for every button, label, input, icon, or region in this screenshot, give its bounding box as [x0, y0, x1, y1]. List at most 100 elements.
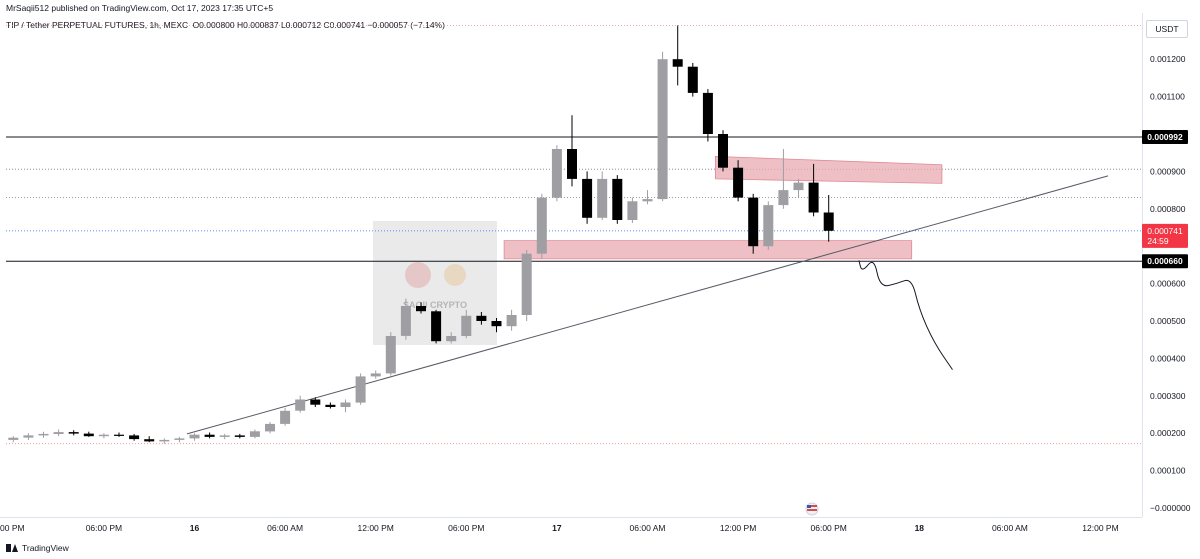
candle-20[interactable] — [310, 397, 321, 407]
candle-29[interactable] — [446, 332, 457, 344]
candle-6[interactable] — [98, 433, 109, 439]
y-tick-label: −0.000000 — [1150, 503, 1191, 513]
candle-body — [718, 134, 728, 168]
candle-43[interactable] — [657, 51, 668, 202]
projection-drawing[interactable] — [858, 260, 953, 370]
candle-1[interactable] — [23, 433, 34, 440]
projection-path[interactable] — [858, 260, 953, 370]
tradingview-logo-icon — [6, 544, 18, 552]
candle-7[interactable] — [114, 432, 124, 437]
y-tick-label: 0.000100 — [1150, 466, 1186, 476]
candle-body — [325, 404, 336, 407]
candle-32[interactable] — [491, 318, 502, 333]
x-tick-label: 06:00 AM — [267, 523, 303, 533]
candle-15[interactable] — [234, 433, 245, 439]
candle-12[interactable] — [189, 433, 200, 441]
candle-body — [400, 306, 411, 336]
support-zone[interactable] — [503, 240, 913, 260]
candle-40[interactable] — [612, 175, 623, 224]
candle-18[interactable] — [280, 407, 291, 426]
candle-47[interactable] — [718, 130, 728, 172]
candle-8[interactable] — [129, 433, 140, 441]
candle-2[interactable] — [38, 431, 49, 438]
ascending-trendline[interactable] — [186, 175, 1109, 435]
flag-us-icon[interactable] — [805, 502, 819, 516]
candle-14[interactable] — [219, 433, 230, 440]
candle-39[interactable] — [597, 171, 608, 220]
x-tick-label: 18 — [915, 523, 925, 533]
candle-5[interactable] — [83, 431, 94, 437]
candle-21[interactable] — [325, 402, 336, 409]
y-tick-label: 0.000800 — [1150, 204, 1186, 214]
tradingview-footer[interactable]: TradingView — [6, 543, 69, 553]
candle-body — [823, 212, 834, 231]
y-tick-label: 0.000300 — [1150, 391, 1186, 401]
level-price-tag: 0.000660 — [1142, 254, 1188, 269]
candle-23[interactable] — [355, 373, 366, 405]
y-tick-label: 0.000600 — [1150, 279, 1186, 289]
candle-19[interactable] — [295, 395, 306, 413]
candle-body — [53, 432, 64, 434]
candle-25[interactable] — [385, 332, 396, 376]
candle-body — [23, 435, 34, 438]
candle-48[interactable] — [733, 160, 744, 202]
symbol-name[interactable]: TIP / Tether PERPETUAL FUTURES, 1h, MEXC — [6, 20, 189, 30]
resistance-zone[interactable] — [715, 155, 943, 184]
candle-54[interactable] — [823, 195, 834, 242]
candle-30[interactable] — [461, 309, 472, 339]
candle-4[interactable] — [68, 430, 79, 436]
candle-body — [219, 435, 230, 437]
candle-body — [355, 376, 366, 403]
candle-body — [763, 205, 774, 247]
candle-51[interactable] — [778, 149, 789, 209]
candle-45[interactable] — [687, 62, 698, 97]
candle-49[interactable] — [748, 193, 759, 254]
candle-16[interactable] — [249, 429, 260, 439]
candle-41[interactable] — [627, 197, 638, 223]
candle-body — [38, 433, 49, 436]
candle-body — [597, 178, 608, 218]
candle-34[interactable] — [521, 249, 532, 321]
candle-44[interactable] — [672, 25, 683, 86]
horizontal-levels[interactable] — [6, 136, 1142, 262]
candle-9[interactable] — [144, 436, 155, 443]
candle-52[interactable] — [793, 178, 804, 198]
candle-27[interactable] — [416, 302, 426, 314]
price-axis[interactable]: 0.001200 0.001100 0.000900 0.000800 0.000600… — [1150, 54, 1191, 513]
candle-body — [310, 399, 321, 405]
x-tick-label: 06:00 PM — [811, 523, 847, 533]
candle-24[interactable] — [370, 370, 381, 379]
y-tick-label: 0.001200 — [1150, 54, 1186, 64]
candle-33[interactable] — [506, 309, 517, 331]
candle-38[interactable] — [582, 171, 593, 224]
currency-button[interactable]: USDT — [1146, 20, 1188, 38]
candle-11[interactable] — [174, 436, 185, 443]
zones[interactable] — [503, 155, 943, 260]
candle-50[interactable] — [763, 201, 774, 250]
candle-body — [189, 434, 200, 439]
candle-body — [295, 399, 306, 411]
candle-26[interactable] — [400, 298, 411, 340]
time-axis[interactable]: 00 PM 06:00 PM 16 06:00 AM 12:00 PM 06:00 PM 1… — [0, 523, 1119, 533]
candle-0[interactable] — [8, 436, 19, 443]
candle-17[interactable] — [265, 422, 275, 434]
watermark-logo-icon — [405, 262, 431, 288]
candle-10[interactable] — [159, 438, 170, 444]
candle-13[interactable] — [204, 432, 215, 439]
tradingview-brand: TradingView — [22, 543, 69, 553]
candles[interactable] — [8, 25, 834, 444]
candle-22[interactable] — [340, 399, 351, 413]
candle-3[interactable] — [53, 429, 64, 437]
candle-countdown: 24:59 — [1147, 236, 1169, 246]
candle-28[interactable] — [431, 309, 442, 344]
trendline[interactable] — [186, 175, 1109, 435]
candle-35[interactable] — [536, 193, 547, 259]
candle-body — [416, 306, 426, 312]
candle-37[interactable] — [567, 115, 577, 187]
candle-46[interactable] — [702, 89, 713, 142]
candle-31[interactable] — [476, 312, 487, 325]
candle-42[interactable] — [642, 190, 653, 205]
candle-53[interactable] — [808, 163, 819, 217]
candle-36[interactable] — [551, 145, 562, 202]
